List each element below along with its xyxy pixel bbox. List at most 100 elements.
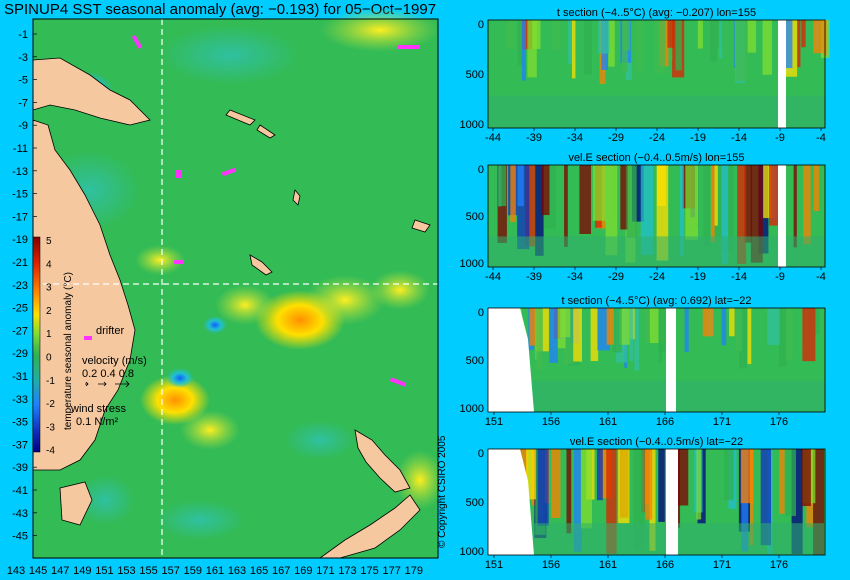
lat-tick-label: -31	[12, 371, 28, 383]
section-y-tick: 500	[466, 497, 484, 509]
section-streak	[801, 449, 811, 507]
lon-tick-label: 173	[338, 565, 356, 577]
drifter-label: drifter	[96, 325, 124, 337]
lon-tick-label: 145	[29, 565, 47, 577]
section-streak	[813, 165, 819, 212]
section-x-tick: -44	[485, 132, 501, 144]
section-streak	[785, 20, 793, 69]
lat-tick-label: -27	[12, 325, 28, 337]
section-streak	[718, 20, 723, 59]
section-x-tick: -4	[816, 132, 826, 144]
section-land-mask	[488, 308, 534, 412]
section-streak	[723, 449, 734, 501]
section-x-tick: -29	[608, 271, 624, 283]
section-streak	[592, 165, 606, 221]
section-title: t section (−4..5°C) (avg: −0.207) lon=15…	[557, 7, 756, 19]
section-streak	[735, 20, 747, 82]
section-y-tick: 0	[478, 448, 484, 460]
section-streak	[767, 308, 780, 345]
section-streak	[573, 308, 582, 362]
section-streak	[564, 165, 568, 247]
lat-tick-label: -43	[12, 508, 28, 520]
section-x-tick: -24	[649, 132, 665, 144]
colorbar-tick-label: -3	[46, 422, 55, 433]
section-streak	[584, 20, 592, 75]
section-y-tick: 0	[478, 19, 484, 31]
section-streak	[527, 20, 537, 78]
section-streak	[813, 20, 823, 54]
section-deep-layer	[488, 523, 825, 555]
colorbar-ticks: 5 4 3 2 1 0 -1 -2 -3 -4	[46, 236, 55, 457]
section-gap	[778, 165, 786, 267]
section-y-tick: 1000	[460, 119, 484, 131]
section-streak	[721, 308, 727, 346]
lat-tick-label: -7	[18, 97, 28, 109]
section-y-tick: 500	[466, 211, 484, 223]
section-streak	[605, 165, 618, 256]
section-streak	[739, 308, 748, 369]
lat-tick-label: -5	[18, 75, 28, 87]
lat-axis: -1 -3 -5 -7 -9 -11 -13 -15 -17 -19 -21 -23 -25 -27 -29…	[12, 29, 37, 543]
colorbar-tick-label: 5	[46, 236, 52, 247]
lat-tick-label: -33	[12, 394, 28, 406]
lat-tick-label: -13	[12, 166, 28, 178]
lon-tick-label: 159	[184, 565, 202, 577]
section-streak	[517, 165, 524, 207]
section-streak	[785, 449, 796, 517]
section-streak	[801, 20, 806, 48]
section-x-tick: 161	[599, 559, 617, 571]
section-x-tick: 161	[599, 416, 617, 428]
section-title: t section (−4..5°C) (avg: 0.692) lat=−22	[562, 295, 752, 307]
section-x-tick: 156	[542, 559, 560, 571]
lon-axis: 143 145 147 149 151 153 155 157 159 161 163 165 167 1…	[7, 565, 423, 577]
section-streak	[697, 20, 703, 49]
section-streak	[526, 449, 536, 500]
section-streak	[537, 449, 549, 526]
section-gap	[778, 20, 786, 128]
colorbar-tick-label: 2	[46, 306, 52, 317]
lon-tick-label: 171	[316, 565, 334, 577]
section-streak	[760, 449, 772, 546]
section-streak	[599, 449, 612, 499]
section-y-tick: 500	[466, 355, 484, 367]
land-masses	[32, 57, 431, 559]
section-streak	[744, 165, 753, 243]
section-x-tick: 176	[770, 559, 788, 571]
section-panel-4: vel.E section (−0.4..0.5m/s) lat=−22 0 500…	[460, 436, 826, 571]
section-x-tick: 171	[713, 416, 731, 428]
section-streak	[645, 449, 653, 520]
section-streak	[791, 449, 803, 554]
section-streak	[620, 165, 629, 230]
section-title: vel.E section (−0.4..0.5m/s) lat=−22	[570, 436, 743, 448]
section-streak	[623, 20, 631, 51]
section-streak	[573, 449, 582, 552]
velocity-scale: 0.2 0.4 0.8	[82, 368, 134, 380]
section-streak	[644, 308, 655, 344]
section-x-tick: -34	[567, 132, 583, 144]
section-streak	[649, 449, 656, 551]
section-streak	[656, 165, 669, 261]
section-x-tick: -39	[526, 271, 542, 283]
section-streak	[737, 165, 747, 264]
section-streak	[654, 20, 666, 74]
section-streak	[779, 449, 785, 514]
wind-stress-label: wind stress	[70, 403, 127, 415]
section-streak	[521, 20, 533, 50]
lat-tick-label: -41	[12, 485, 28, 497]
section-land-mask	[488, 449, 534, 555]
lon-tick-label: 147	[51, 565, 69, 577]
section-streak	[598, 20, 610, 54]
section-streak	[606, 449, 617, 554]
section-streak	[541, 165, 550, 216]
lon-tick-label: 163	[228, 565, 246, 577]
section-streak	[785, 308, 794, 360]
section-x-tick: 171	[713, 559, 731, 571]
section-streak	[596, 449, 603, 501]
section-panel-2: vel.E section (−0.4..0.5m/s) lon=155 0 500…	[460, 152, 826, 283]
colorbar-tick-label: -2	[46, 399, 55, 410]
section-streak	[793, 165, 797, 248]
lon-tick-label: 151	[95, 565, 113, 577]
section-streak	[635, 20, 645, 72]
lat-tick-label: -29	[12, 348, 28, 360]
velocity-arrows	[85, 380, 130, 388]
